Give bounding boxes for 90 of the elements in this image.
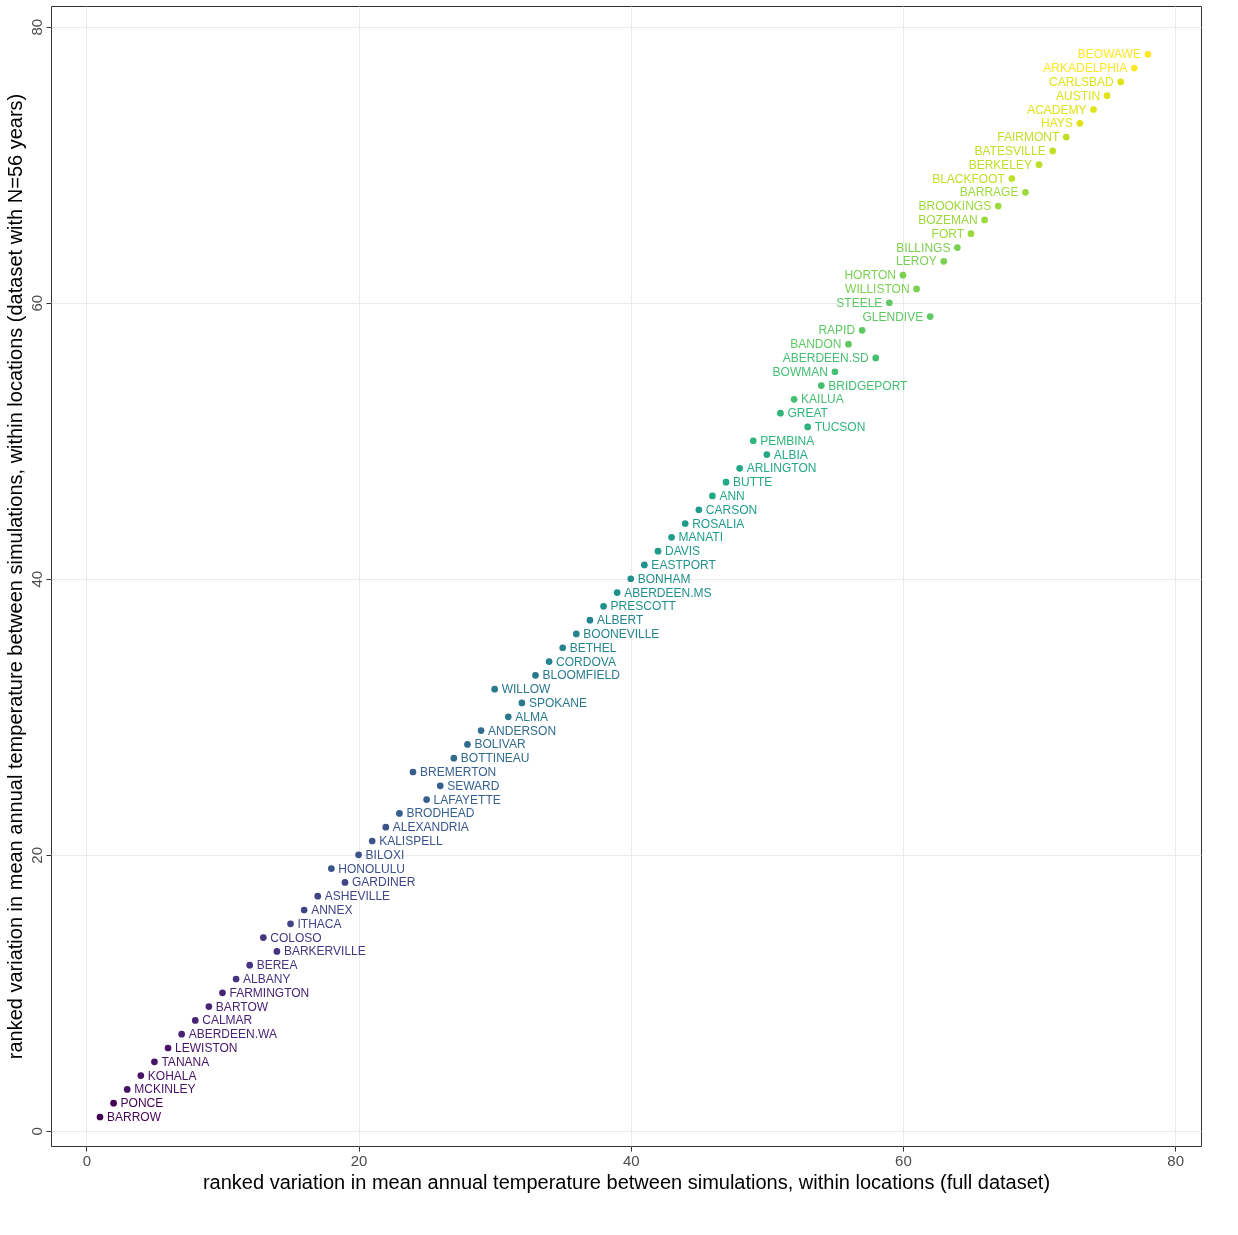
annotation: BARKERVILLE xyxy=(283,944,366,959)
annotation: BLACKFOOT xyxy=(932,171,1006,186)
annotation: KOHALA xyxy=(147,1068,197,1083)
annotation: HORTON xyxy=(844,268,896,283)
annotation: ITHACA xyxy=(297,916,342,931)
annotation: KAILUA xyxy=(801,392,844,407)
annotation: BARROW xyxy=(106,1110,162,1125)
annotation: BILOXI xyxy=(365,847,405,862)
annotation: GARDINER xyxy=(351,875,416,890)
annotation: AUSTIN xyxy=(1056,88,1101,103)
annotation: ABERDEEN.SD xyxy=(782,350,870,365)
annotation: MANATI xyxy=(678,530,724,545)
annotation: BARRAGE xyxy=(959,185,1019,200)
x-tick-label: 80 xyxy=(1167,1151,1184,1169)
annotation: BOWMAN xyxy=(772,364,828,379)
annotation: ARKADELPHIA xyxy=(1043,61,1128,76)
annotation: ALBIA xyxy=(773,447,808,462)
annotation: KALISPELL xyxy=(379,833,443,848)
annotation: BERKELEY xyxy=(968,157,1033,172)
annotation: MCKINLEY xyxy=(134,1082,196,1097)
annotation: BRODHEAD xyxy=(406,806,475,821)
y-tick-label: 0 xyxy=(27,1127,45,1136)
annotation: CARLSBAD xyxy=(1049,74,1115,89)
x-tick-label: 20 xyxy=(350,1151,368,1169)
annotation: BRIDGEPORT xyxy=(828,378,909,393)
x-tick-label: 40 xyxy=(622,1151,640,1169)
annotation: BONHAM xyxy=(637,571,691,586)
annotation: HAYS xyxy=(1041,116,1073,131)
annotation: LAFAYETTE xyxy=(433,792,501,807)
annotation: WILLISTON xyxy=(845,281,910,296)
annotation: PONCE xyxy=(120,1096,164,1111)
annotation: ALEXANDRIA xyxy=(392,820,469,835)
annotation: RAPID xyxy=(818,323,856,338)
annotation: BLOOMFIELD xyxy=(542,668,621,683)
y-axis-title: ranked variation in mean annual temperature between simulations, within locations (dataset with N=56 years) xyxy=(3,93,26,1060)
annotation: BOLIVAR xyxy=(474,737,526,752)
annotation: ANNEX xyxy=(311,903,353,917)
annotation: TANANA xyxy=(161,1054,210,1069)
annotation: BEREA xyxy=(256,958,298,973)
annotation: ALMA xyxy=(515,709,548,724)
annotation: ROSALIA xyxy=(692,516,745,531)
annotation: BARTOW xyxy=(215,999,269,1014)
annotation: BATESVILLE xyxy=(974,143,1046,158)
annotation: DAVIS xyxy=(664,544,701,559)
annotation: PEMBINA xyxy=(760,433,815,448)
annotation: CALMAR xyxy=(202,1013,253,1028)
annotation: BREMERTON xyxy=(420,764,497,779)
annotation: BETHEL xyxy=(569,640,617,655)
annotation: TUCSON xyxy=(814,419,866,434)
annotation: SEWARD xyxy=(447,778,500,793)
annotation: ARLINGTON xyxy=(746,461,817,476)
annotation: WILLOW xyxy=(501,682,552,697)
annotation: FAIRMONT xyxy=(997,130,1060,145)
annotation: STEELE xyxy=(836,295,883,310)
y-tick-label: 60 xyxy=(27,294,45,312)
annotation: CARSON xyxy=(705,502,758,517)
annotation: ACADEMY xyxy=(1027,102,1087,117)
annotation: CORDOVA xyxy=(556,654,616,669)
annotation: BUTTE xyxy=(733,475,773,490)
annotation: ALBANY xyxy=(243,972,291,986)
y-tick-label: 20 xyxy=(27,846,45,864)
annotation: BANDON xyxy=(790,337,842,352)
annotation: GREAT xyxy=(787,406,829,421)
annotation: BOZEMAN xyxy=(918,212,978,227)
y-tick-label: 40 xyxy=(27,570,45,588)
annotation: ANDERSON xyxy=(488,723,557,738)
x-axis-title: ranked variation in mean annual temperature between simulations, within locations (full dataset) xyxy=(202,1170,1051,1193)
x-tick-label: 0 xyxy=(82,1151,92,1169)
annotation: ASHEVILLE xyxy=(324,889,391,904)
annotation: EASTPORT xyxy=(651,557,717,572)
annotation: ALBERT xyxy=(596,613,645,628)
y-tick-label: 80 xyxy=(27,18,45,36)
annotation: BROOKINGS xyxy=(918,199,992,214)
annotation: BILLINGS xyxy=(896,240,951,255)
annotation: BOONEVILLE xyxy=(583,626,660,641)
annotation: LEWISTON xyxy=(175,1041,238,1056)
x-tick-label: 60 xyxy=(895,1151,912,1169)
annotation: COLOSO xyxy=(270,930,322,945)
annotation: LEROY xyxy=(896,254,937,269)
annotation: GLENDIVE xyxy=(862,309,924,324)
annotation: FARMINGTON xyxy=(229,985,310,1000)
annotation: ABERDEEN.WA xyxy=(188,1027,277,1042)
annotation: ANN xyxy=(719,488,745,503)
annotation: PRESCOTT xyxy=(610,599,677,614)
annotation: FORT xyxy=(931,226,965,241)
annotation: ABERDEEN.MS xyxy=(624,585,712,600)
annotation: HONOLULU xyxy=(338,861,406,876)
annotation: SPOKANE xyxy=(528,695,587,710)
annotation: BOTTINEAU xyxy=(460,751,530,766)
annotation: BEOWAWE xyxy=(1077,47,1141,62)
